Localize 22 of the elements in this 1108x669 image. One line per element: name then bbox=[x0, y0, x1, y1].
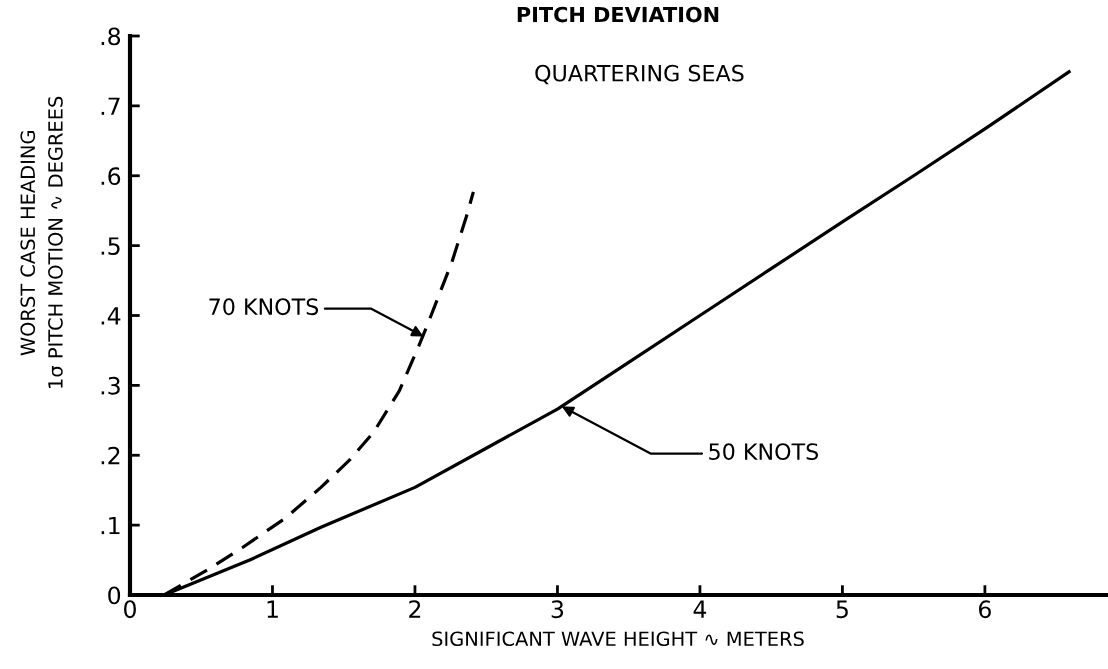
y-axis-title: WORST CASE HEADING 1σ PITCH MOTION ∿ DEGREES bbox=[20, 96, 63, 388]
x-tick-label: 1 bbox=[267, 600, 278, 618]
x-tick-label: 5 bbox=[836, 600, 848, 619]
chart-title: PITCH DEVIATION bbox=[517, 6, 719, 23]
y-tick-label: .4 bbox=[101, 307, 121, 325]
x-tick-label: 4 bbox=[693, 600, 707, 618]
y-tick-label: .2 bbox=[101, 446, 120, 465]
y-tick-label: .1 bbox=[101, 516, 120, 535]
y-tick-label: .6 bbox=[101, 167, 121, 186]
x-tick-label: 3 bbox=[551, 600, 564, 619]
annotation: QUARTERING SEAS bbox=[535, 64, 744, 85]
x-tick-label: 6 bbox=[979, 600, 991, 619]
annotation: 70 KNOTS bbox=[209, 298, 319, 316]
y-tick-label: 0 bbox=[108, 586, 121, 605]
x-tick-label: 2 bbox=[409, 600, 421, 618]
y-tick-label: .7 bbox=[101, 97, 120, 115]
x-axis-title: SIGNIFICANT WAVE HEIGHT ∿ METERS bbox=[432, 631, 804, 647]
annotation: 50 KNOTS bbox=[709, 443, 819, 461]
y-tick-label: .5 bbox=[101, 237, 120, 255]
x-tick-label: 0 bbox=[124, 600, 136, 619]
y-tick-label: .3 bbox=[101, 376, 120, 395]
y-tick-label: .8 bbox=[101, 27, 121, 46]
